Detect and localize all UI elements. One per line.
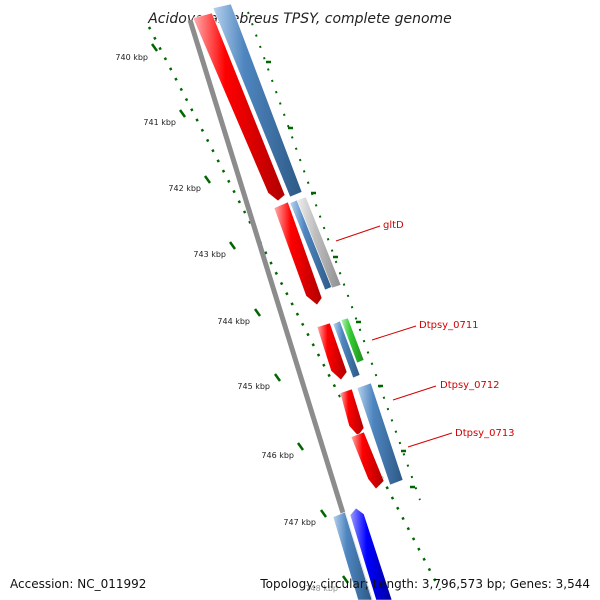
callout-gltD[interactable]: gltD [335, 220, 404, 242]
tick-mark [178, 109, 187, 118]
tick-label: 747 kbp [283, 518, 316, 527]
callout-dtpsy-0711[interactable]: Dtpsy_0711 [371, 320, 479, 341]
accession-text: Accession: NC_011992 [10, 577, 147, 591]
gene-feature-grey[interactable] [296, 196, 342, 289]
cds-feature[interactable] [350, 431, 385, 490]
orf-feature[interactable] [332, 320, 361, 379]
tick-740: 740 kbp [115, 43, 159, 62]
orf-feature[interactable] [356, 382, 404, 486]
tick-748: 748 kbp [305, 575, 350, 593]
tick-label: 740 kbp [115, 53, 148, 62]
gene-callouts: gltD Dtpsy_0711 Dtpsy_0712 Dtpsy_0713 [335, 220, 515, 448]
callout-line [335, 225, 381, 242]
tick-742: 742 kbp [168, 175, 212, 193]
tick-label: 743 kbp [193, 250, 226, 259]
tick-label: 748 kbp [305, 584, 338, 593]
tick-741: 741 kbp [143, 109, 187, 127]
callout-dtpsy-0712[interactable]: Dtpsy_0712 [392, 380, 500, 401]
tick-mark [341, 575, 350, 584]
tick-744: 744 kbp [217, 308, 262, 326]
cds-feature[interactable] [273, 201, 323, 306]
gene-label: Dtpsy_0711 [419, 320, 479, 331]
tick-mark [150, 43, 159, 52]
tick-mark [296, 442, 305, 451]
tick-label: 745 kbp [237, 382, 270, 391]
tick-747: 747 kbp [283, 509, 328, 527]
cds-feature[interactable] [316, 322, 348, 381]
tick-label: 742 kbp [168, 184, 201, 193]
orf-track [212, 3, 404, 600]
genome-backbone [187, 19, 373, 600]
tick-mark [228, 241, 237, 250]
cds-feature[interactable] [339, 388, 365, 437]
orf-feature[interactable] [212, 3, 303, 198]
tick-label: 746 kbp [261, 451, 294, 460]
tick-mark [203, 175, 212, 184]
tick-743: 743 kbp [193, 241, 237, 259]
callout-dtpsy-0713[interactable]: Dtpsy_0713 [407, 428, 515, 448]
callout-line [371, 325, 417, 341]
tick-745: 745 kbp [237, 373, 282, 391]
blue-feature[interactable] [349, 507, 393, 600]
gene-feature-green[interactable] [340, 317, 365, 364]
orf-feature[interactable] [332, 511, 373, 600]
tick-label: 744 kbp [217, 317, 250, 326]
gene-label: Dtpsy_0713 [455, 428, 515, 439]
callout-line [392, 385, 437, 401]
cds-feature[interactable] [192, 12, 286, 202]
tick-label: 741 kbp [143, 118, 176, 127]
ruler-ticks: 740 kbp 741 kbp 742 kbp 743 kbp 744 kbp … [115, 43, 350, 593]
genome-summary-text: Topology: circular; Length: 3,796,573 bp… [260, 577, 590, 591]
ruler-track [147, 26, 442, 591]
gene-label: Dtpsy_0712 [440, 380, 500, 391]
cds-track-red [192, 12, 385, 490]
tick-mark [319, 509, 328, 518]
callout-line [407, 432, 453, 448]
tick-746: 746 kbp [261, 442, 305, 460]
tick-mark [253, 308, 262, 317]
gene-label: gltD [383, 220, 404, 231]
inner-ruler-ticks [266, 60, 415, 489]
tick-mark [273, 373, 282, 382]
